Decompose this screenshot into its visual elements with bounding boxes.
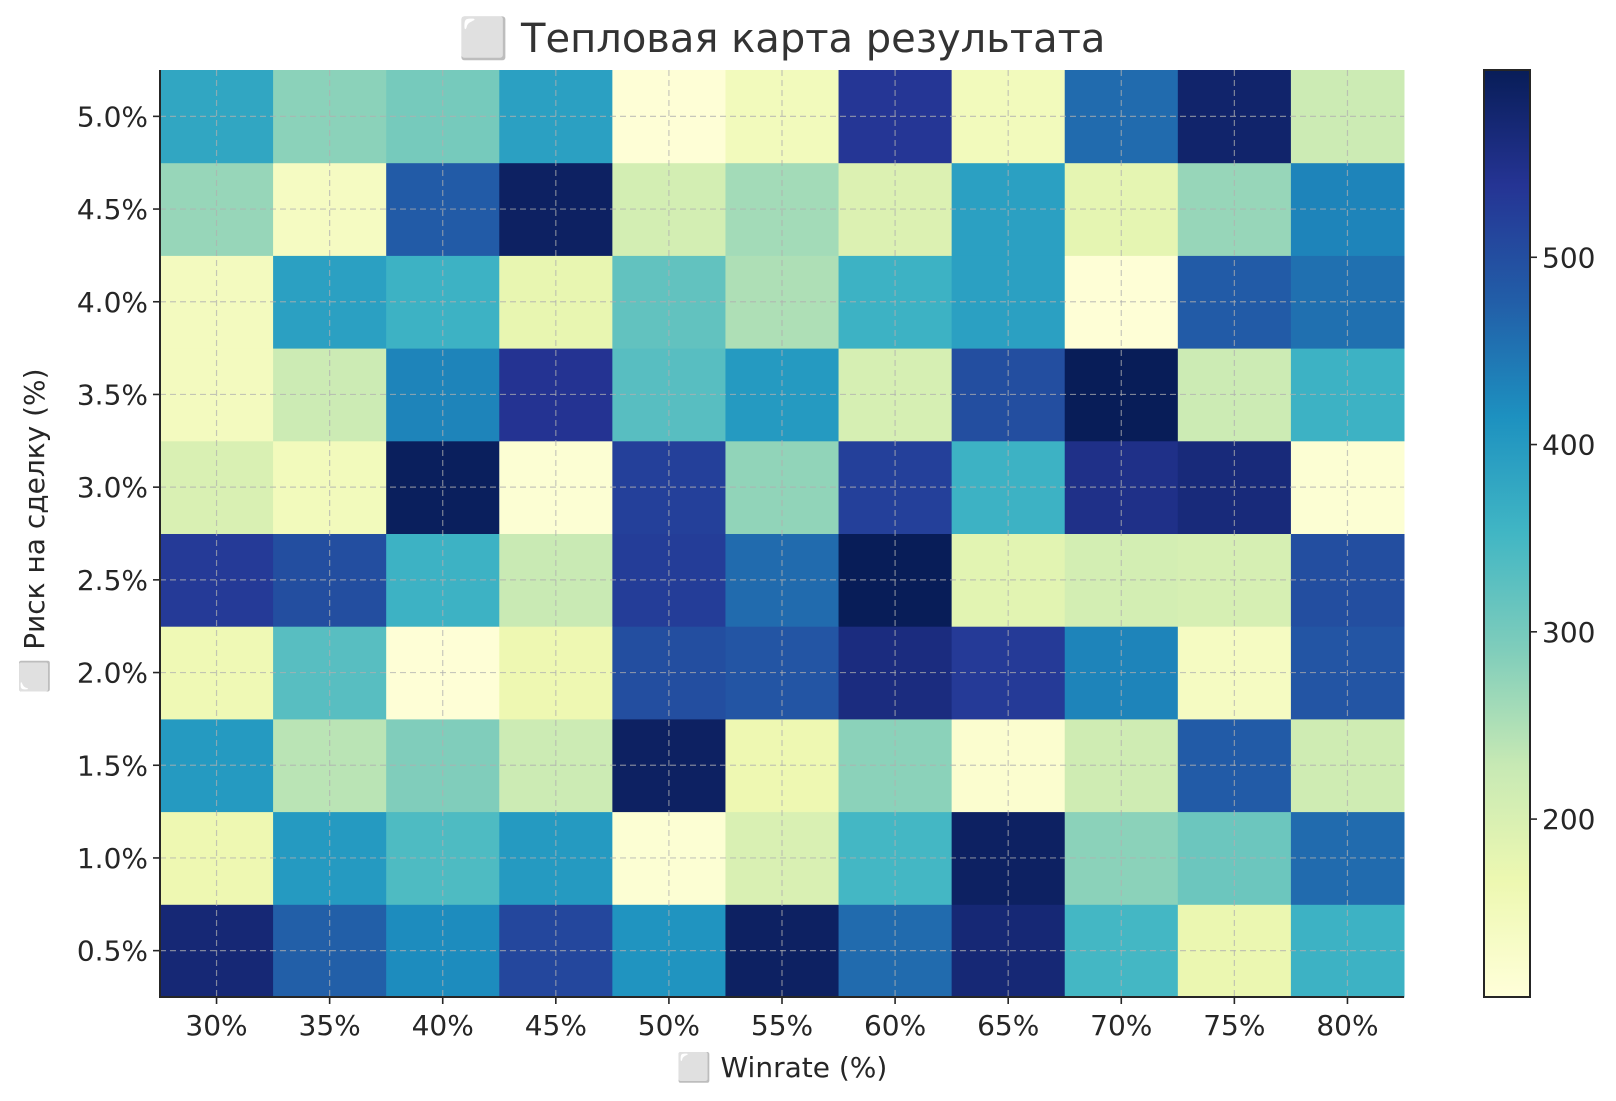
y-tick-label: 2.0%	[77, 657, 148, 690]
y-tick-label: 1.0%	[77, 842, 148, 875]
chart-title: ⬜ Тепловая карта результата	[459, 15, 1106, 62]
colorbar-tick-label: 200	[1542, 803, 1595, 836]
axes-spines	[159, 70, 1404, 998]
y-axis-ticks: 0.5% 1.0% 1.5% 2.0% 2.5% 3.0% 3.5% 4.0% 4.5% 5.0%	[77, 100, 160, 968]
gridlines	[160, 70, 1404, 997]
x-tick-label: 65%	[977, 1009, 1039, 1042]
colorbar-gradient	[1484, 70, 1530, 997]
x-tick-label: 50%	[638, 1009, 700, 1042]
y-tick-label: 0.5%	[77, 935, 148, 968]
y-tick-label: 1.5%	[77, 749, 148, 782]
y-axis-label: ⬜ Риск на сделку (%)	[18, 368, 51, 693]
y-tick-label: 3.5%	[77, 378, 148, 411]
x-tick-label: 30%	[185, 1009, 247, 1042]
x-axis-label: ⬜ Winrate (%)	[677, 1051, 888, 1084]
y-tick-label: 4.0%	[77, 286, 148, 319]
x-tick-label: 75%	[1203, 1009, 1265, 1042]
x-tick-label: 60%	[864, 1009, 926, 1042]
x-tick-label: 45%	[525, 1009, 587, 1042]
x-tick-label: 55%	[751, 1009, 813, 1042]
x-tick-label: 35%	[299, 1009, 361, 1042]
y-tick-label: 4.5%	[77, 193, 148, 226]
colorbar: 200 300 400 500	[1483, 69, 1595, 998]
colorbar-tick-label: 400	[1542, 429, 1595, 462]
colorbar-tick-label: 300	[1542, 616, 1595, 649]
y-tick-label: 3.0%	[77, 471, 148, 504]
colorbar-tick-label: 500	[1542, 241, 1595, 274]
x-tick-label: 40%	[412, 1009, 474, 1042]
y-tick-label: 2.5%	[77, 564, 148, 597]
x-axis-ticks: 30% 35% 40% 45% 50% 55% 60% 65% 70% 75% 80%	[185, 997, 1379, 1042]
x-tick-label: 70%	[1090, 1009, 1152, 1042]
y-tick-label: 5.0%	[77, 100, 148, 133]
x-tick-label: 80%	[1316, 1009, 1378, 1042]
colorbar-frame	[1483, 69, 1531, 998]
